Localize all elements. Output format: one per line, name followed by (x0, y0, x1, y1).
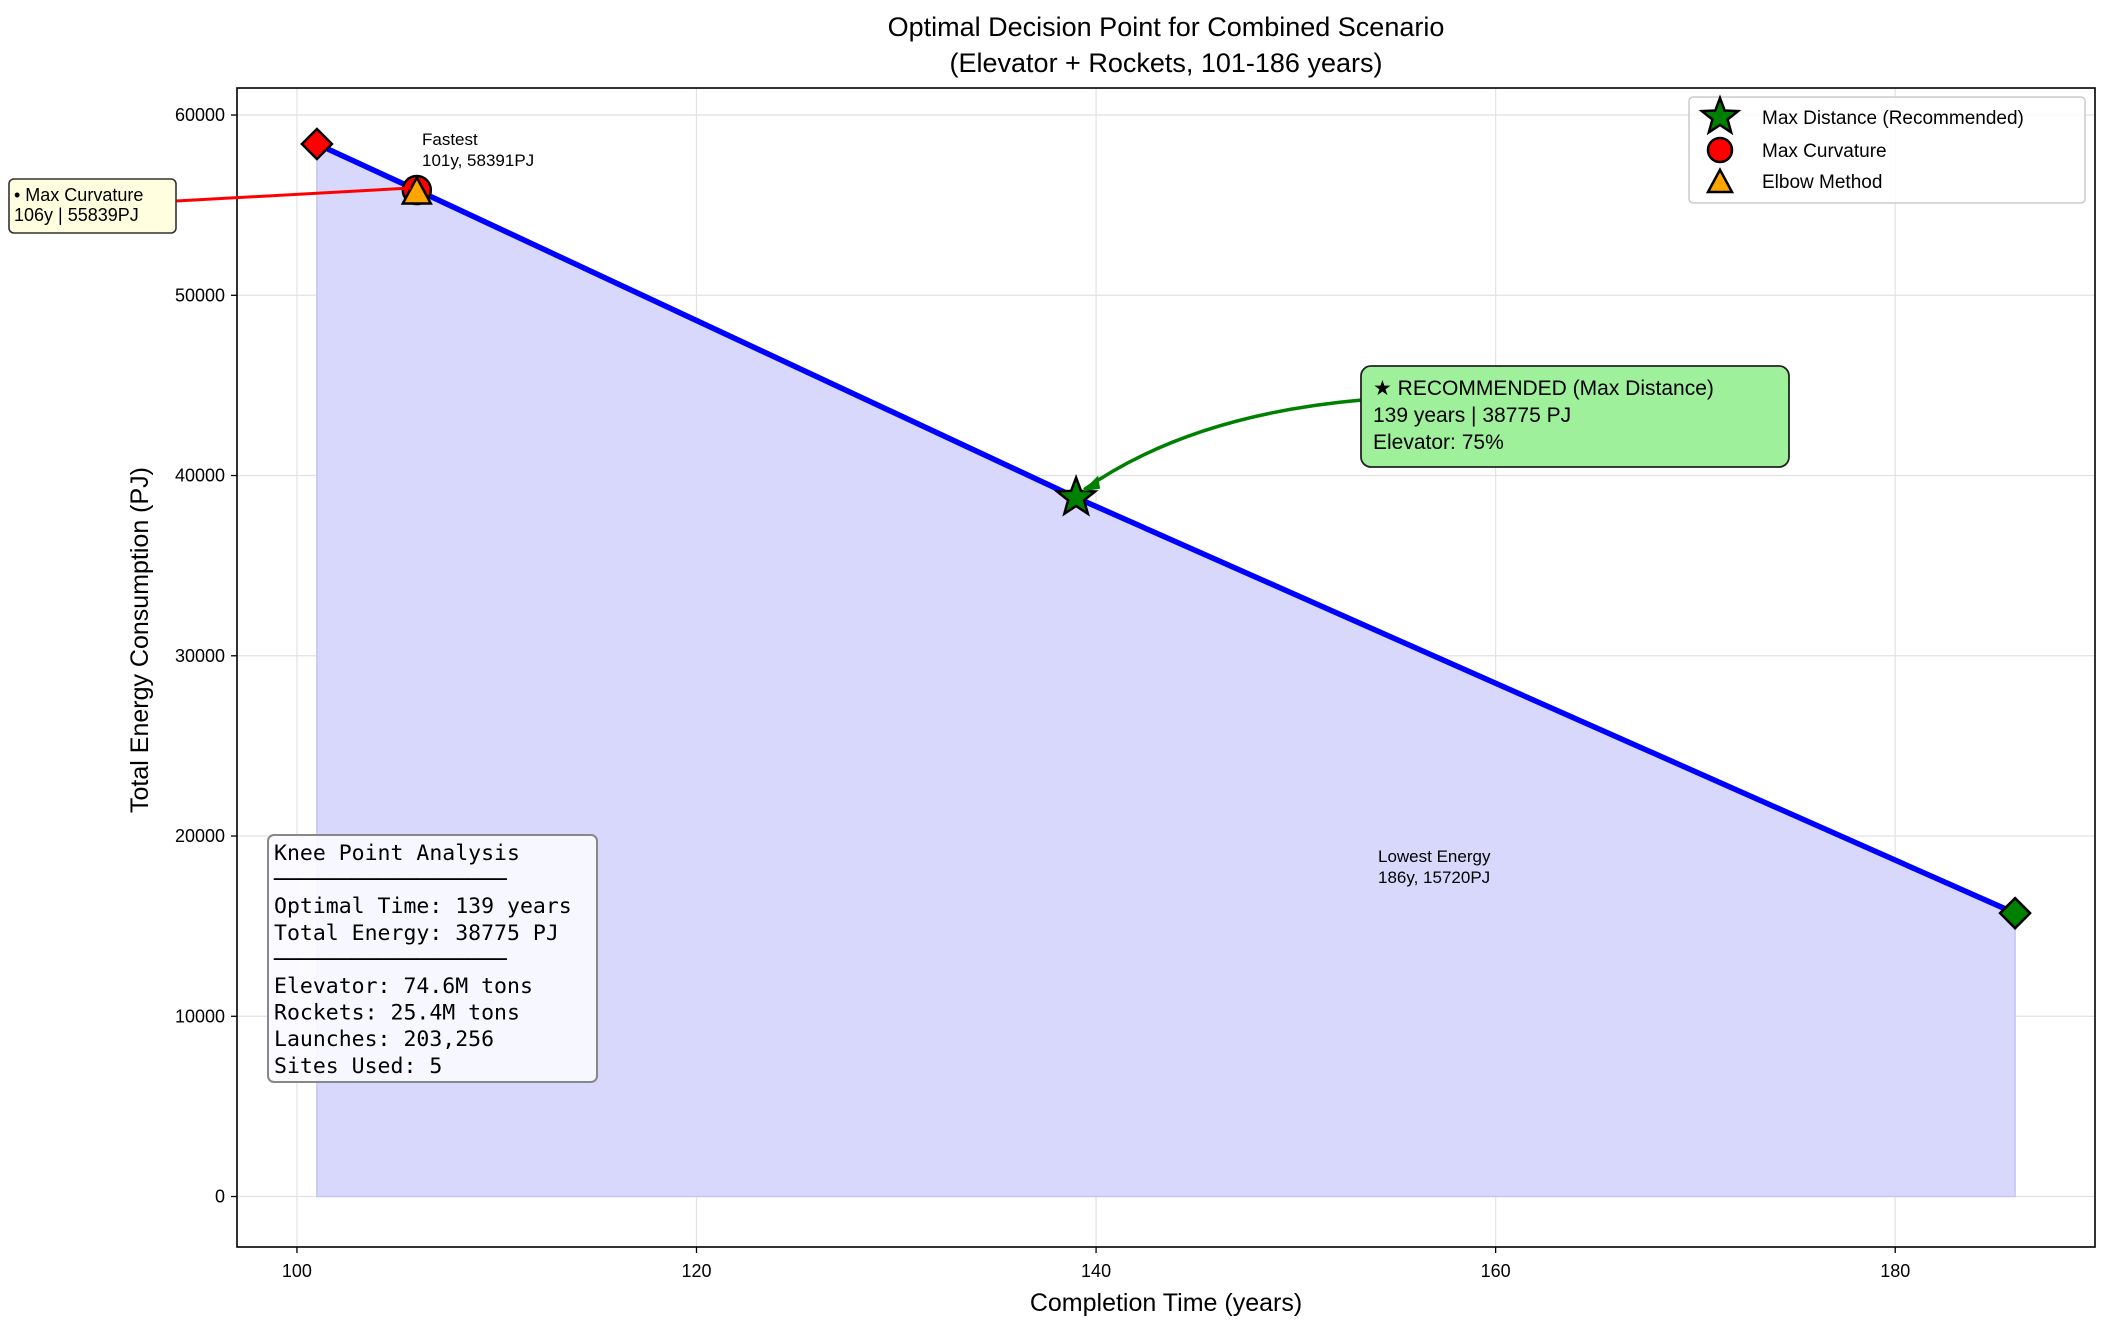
chart-title-line-1: Optimal Decision Point for Combined Scen… (888, 12, 1445, 42)
curvature-text-line: • Max Curvature (14, 185, 143, 205)
curvature-box (8, 178, 177, 234)
y-tick-label: 60000 (175, 105, 225, 125)
curvature-arrow (175, 186, 411, 203)
x-tick-label: 180 (1880, 1261, 1910, 1281)
y-tick-label: 10000 (175, 1006, 225, 1026)
legend-star-icon (1698, 94, 1742, 136)
x-tick-label: 140 (1081, 1261, 1111, 1281)
x-tick-label: 120 (681, 1261, 711, 1281)
recommended-box (1360, 365, 1790, 468)
legend-circle-icon (1706, 136, 1734, 164)
endpoint-diamond-marker (300, 127, 334, 161)
knee-analysis-line: Rockets: 25.4M tons (274, 1001, 520, 1026)
y-tick-label: 20000 (175, 826, 225, 846)
annotations: Fastest 101y, 58391PJ Lowest Energy 186y, 1… (8, 130, 1790, 1083)
knee-analysis-line: ────────────────── (273, 868, 508, 893)
knee-analysis-line: ────────────────── (273, 947, 508, 972)
lowest-energy-label: Lowest Energy (1378, 847, 1491, 866)
knee-analysis-line: Optimal Time: 139 years (274, 894, 572, 919)
legend-label: Max Distance (Recommended) (1762, 108, 2024, 129)
recommended-text-line: ★ RECOMMENDED (Max Distance) (1373, 377, 1714, 400)
axes-frame (236, 87, 2096, 1248)
x-axis-label: Completion Time (years) (1030, 1289, 1302, 1317)
star-marker (1053, 474, 1099, 517)
recommended-text-line: Elevator: 75% (1373, 431, 1504, 454)
energy-line (315, 141, 2017, 916)
y-tick-label: 0 (215, 1187, 225, 1207)
knee-analysis-line: Total Energy: 38775 PJ (274, 921, 559, 946)
y-axis-label: Total Energy Consumption (PJ) (126, 467, 154, 813)
lowest-energy-value: 186y, 15720PJ (1378, 868, 1490, 887)
fastest-value: 101y, 58391PJ (422, 151, 534, 170)
legend-label: Max Curvature (1762, 141, 1887, 162)
endpoint-diamond-marker (1998, 896, 2032, 930)
chart-title-line-2: (Elevator + Rockets, 101-186 years) (950, 48, 1383, 78)
knee-analysis-line: Launches: 203,256 (274, 1027, 494, 1052)
curvature-text-line: 106y | 55839PJ (14, 205, 139, 225)
arrow-head-icon (1082, 475, 1101, 492)
y-tick-label: 30000 (175, 646, 225, 666)
knee-analysis-line: Elevator: 74.6M tons (274, 974, 533, 999)
knee-analysis-line: Knee Point Analysis (274, 841, 520, 866)
knee-analysis-line: Sites Used: 5 (274, 1054, 442, 1079)
knee-analysis-box (267, 834, 598, 1083)
legend-triangle-icon (1705, 167, 1735, 194)
y-tick-label: 40000 (175, 466, 225, 486)
x-tick-label: 160 (1481, 1261, 1511, 1281)
x-tick-label: 100 (282, 1261, 312, 1281)
legend: Max Distance (Recommended) Max Curvature E… (1688, 94, 2086, 204)
axis-ticks: 100 120 140 160 180 0 10000 20000 30000 40000 5000… (175, 105, 1910, 1281)
fastest-label: Fastest (422, 130, 478, 149)
plot-area (300, 127, 2032, 1198)
recommended-text-line: 139 years | 38775 PJ (1373, 404, 1571, 427)
legend-box (1688, 96, 2086, 204)
recommended-arrow (1083, 398, 1363, 492)
legend-label: Elbow Method (1762, 172, 1882, 193)
triangle-marker (400, 175, 433, 205)
y-tick-label: 50000 (175, 285, 225, 305)
